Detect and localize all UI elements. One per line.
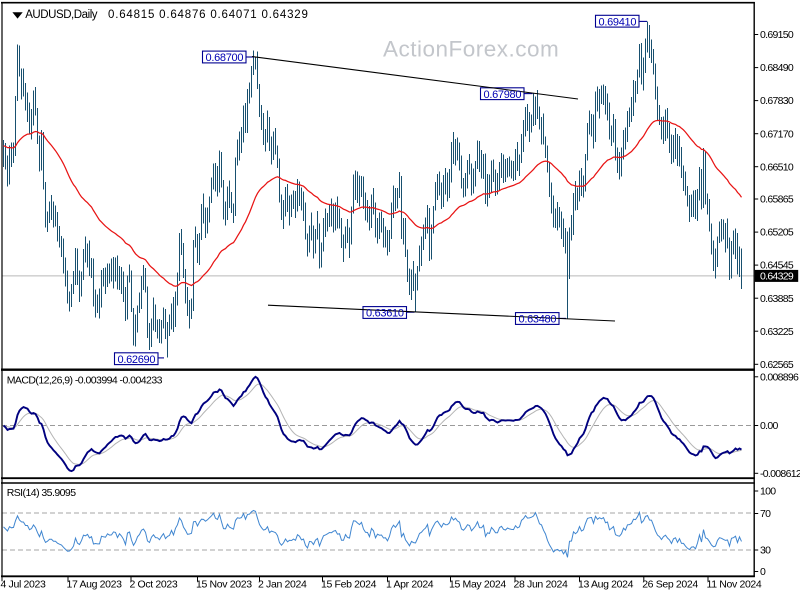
svg-text:0.65865: 0.65865 [760, 194, 794, 206]
svg-text:0.63225: 0.63225 [760, 326, 794, 338]
svg-text:ActionForex.com: ActionForex.com [383, 37, 559, 62]
svg-text:30: 30 [760, 545, 771, 557]
svg-text:0.63885: 0.63885 [760, 293, 794, 305]
svg-text:1 Apr 2024: 1 Apr 2024 [386, 579, 434, 591]
svg-text:MACD(12,26,9) -0.003994 -0.004: MACD(12,26,9) -0.003994 -0.004233 [7, 374, 163, 386]
svg-text:0.68490: 0.68490 [760, 62, 794, 74]
svg-text:0.00: 0.00 [760, 420, 778, 432]
svg-text:11 Nov 2024: 11 Nov 2024 [707, 579, 762, 591]
svg-text:0.69150: 0.69150 [760, 29, 794, 41]
svg-text:26 Sep 2024: 26 Sep 2024 [642, 579, 698, 591]
svg-text:0.69410: 0.69410 [599, 16, 637, 28]
svg-text:0.67830: 0.67830 [760, 95, 794, 107]
svg-text:13 Aug 2024: 13 Aug 2024 [578, 579, 634, 591]
svg-text:-0.008612: -0.008612 [760, 468, 800, 480]
svg-text:2 Jan 2024: 2 Jan 2024 [258, 579, 307, 591]
svg-text:28 Jun 2024: 28 Jun 2024 [514, 579, 568, 591]
svg-text:0.68700: 0.68700 [206, 52, 244, 64]
svg-text:70: 70 [760, 508, 771, 520]
svg-text:0.63480: 0.63480 [519, 314, 557, 326]
svg-text:RSI(14) 35.9095: RSI(14) 35.9095 [7, 487, 77, 499]
svg-text:2 Oct 2023: 2 Oct 2023 [130, 579, 178, 591]
svg-text:0.67170: 0.67170 [760, 128, 794, 140]
svg-text:100: 100 [760, 486, 776, 498]
svg-text:4 Jul 2023: 4 Jul 2023 [1, 579, 46, 591]
svg-text:0.62565: 0.62565 [760, 359, 794, 371]
svg-text:0.64815 0.64876 0.64071 0.6432: 0.64815 0.64876 0.64071 0.64329 [108, 9, 309, 21]
svg-text:0.008896: 0.008896 [760, 371, 799, 383]
svg-text:15 May 2024: 15 May 2024 [449, 579, 506, 591]
svg-text:0: 0 [760, 566, 766, 578]
svg-text:0.64545: 0.64545 [760, 260, 794, 272]
svg-text:0.65205: 0.65205 [760, 227, 794, 239]
svg-text:15 Feb 2024: 15 Feb 2024 [321, 579, 377, 591]
svg-text:15 Nov 2023: 15 Nov 2023 [196, 579, 252, 591]
svg-text:0.64329: 0.64329 [760, 271, 794, 283]
svg-text:0.66510: 0.66510 [760, 161, 794, 173]
svg-text:17 Aug 2023: 17 Aug 2023 [67, 579, 123, 591]
svg-text:0.67980: 0.67980 [484, 89, 522, 101]
svg-text:AUDUSD,Daily: AUDUSD,Daily [25, 9, 98, 21]
svg-text:0.63610: 0.63610 [366, 308, 404, 320]
svg-text:0.62690: 0.62690 [118, 354, 156, 366]
